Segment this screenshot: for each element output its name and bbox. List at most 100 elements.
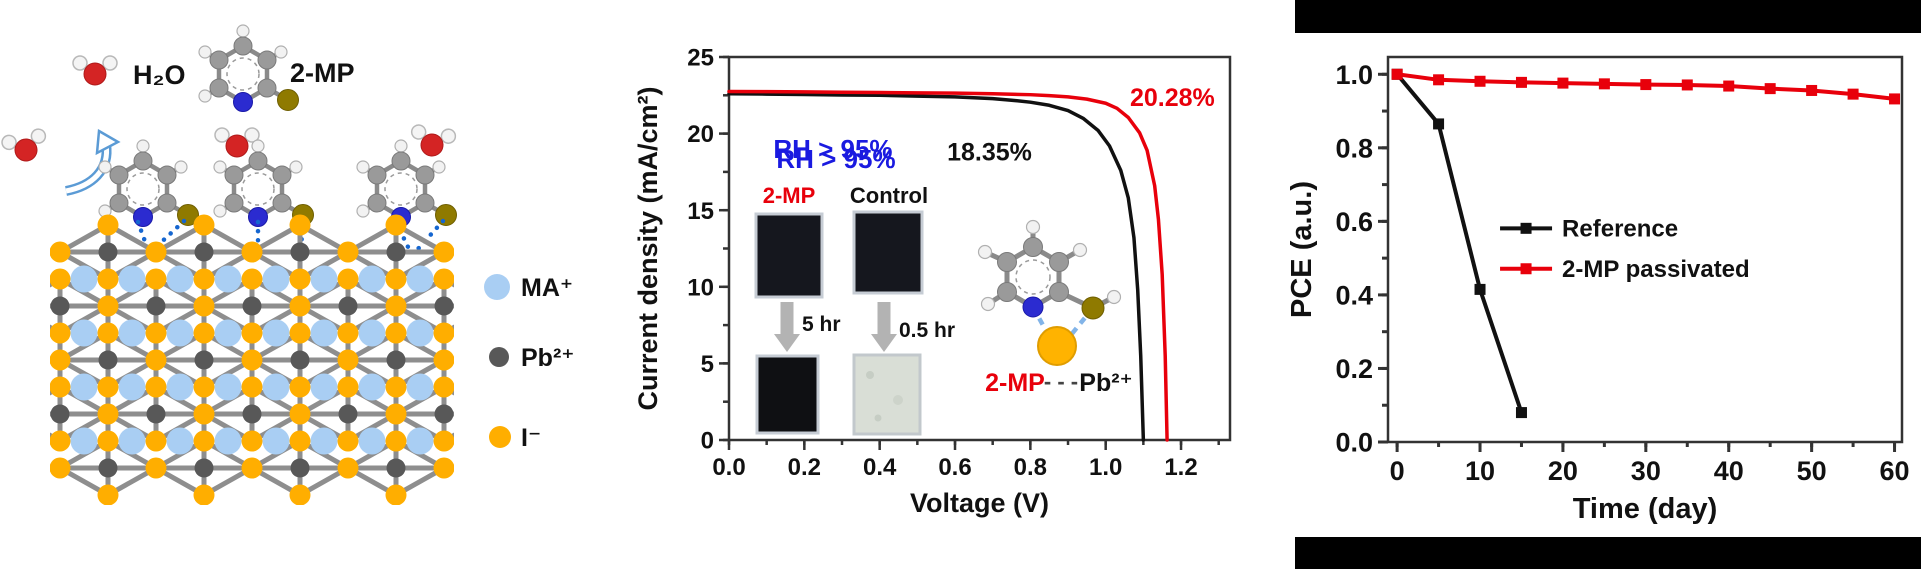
time-label-05hr: 0.5 hr <box>899 319 955 342</box>
series-line-Control <box>727 92 1146 442</box>
iodine-atom <box>2 404 23 425</box>
iodine-atom <box>193 214 215 236</box>
ma-cation <box>406 265 434 293</box>
data-point <box>1764 83 1776 95</box>
2mp-label: 2-MP <box>290 58 355 88</box>
iodine-atom <box>145 241 167 263</box>
legend-item-Reference: Reference <box>1500 215 1678 242</box>
down-arrow-icon <box>774 302 800 352</box>
stability-plot-area: 0 10 20 30 40 50 60 0.0 0.2 0.4 0.6 0.8 1.0 Time (day… <box>1286 55 1910 525</box>
lead-atom <box>338 404 358 424</box>
iodine-atom <box>289 268 311 290</box>
iodine-atom <box>241 376 263 398</box>
ma-cation <box>406 373 434 401</box>
y-axis-label: PCE (a.u.) <box>1286 181 1318 318</box>
iodine-atom <box>433 322 454 344</box>
legend-marker <box>1520 263 1532 275</box>
ma-cation <box>70 265 98 293</box>
iodine-atom <box>241 322 263 344</box>
humidity-inset: RH > 95% 2-MP Control 5 hr 0.5 hr <box>754 144 955 436</box>
ma-cation <box>310 373 338 401</box>
series-line-2-MP <box>727 89 1169 442</box>
ma-cation <box>118 427 146 455</box>
data-point <box>1515 76 1527 88</box>
ma-cation <box>70 319 98 347</box>
data-point <box>1806 84 1818 96</box>
water-molecule-icon <box>213 126 261 159</box>
legend-marker <box>1520 222 1532 234</box>
iodine-atom <box>193 403 215 425</box>
ma-cation <box>310 427 338 455</box>
data-point <box>1640 79 1652 91</box>
y-tick-label: 10 <box>687 274 714 301</box>
iodine-atom <box>289 430 311 452</box>
iodine-atom <box>97 214 119 236</box>
ma-cation <box>214 265 242 293</box>
x-tick-label: 60 <box>1880 456 1910 486</box>
iodine-atom <box>193 376 215 398</box>
iodine-atom <box>337 322 359 344</box>
data-point <box>1391 68 1403 80</box>
axis-ticks <box>719 55 1220 450</box>
mol-label-2mp: 2-MP <box>985 369 1045 397</box>
h2o-label: H₂O <box>133 60 186 90</box>
x-tick-label: 0.4 <box>863 454 897 481</box>
pb-legend-swatch <box>489 347 509 367</box>
iodine-atom <box>97 403 119 425</box>
pb-legend-label: Pb²⁺ <box>521 344 574 372</box>
iodine-atom <box>289 214 311 236</box>
iodine-atom <box>2 296 23 317</box>
lead-atom <box>386 458 406 478</box>
lead-atom <box>98 242 118 262</box>
iodine-atom <box>145 268 167 290</box>
lead-atom <box>98 350 118 370</box>
ma-cation <box>214 319 242 347</box>
y-tick-label: 0.8 <box>1335 134 1373 164</box>
ma-cation <box>70 427 98 455</box>
iodine-atom <box>241 268 263 290</box>
iodine-atom <box>50 349 71 371</box>
y-tick-label: 0.4 <box>1335 281 1373 311</box>
series-markers-2-MP passivated <box>1391 68 1901 105</box>
stability-chart: 0 10 20 30 40 50 60 0.0 0.2 0.4 0.6 0.8 1.0 Time (day… <box>1286 0 1921 569</box>
x-axis-label: Time (day) <box>1573 493 1718 525</box>
data-point <box>1433 74 1445 86</box>
x-tick-label: 0.8 <box>1014 454 1047 481</box>
ma-cation <box>406 427 434 455</box>
lead-atom <box>194 458 214 478</box>
lead-atom <box>434 404 454 424</box>
efficiency-label: 18.35% <box>947 138 1032 166</box>
ma-cation <box>166 427 194 455</box>
iodine-atom <box>50 430 71 452</box>
ma-cations <box>70 265 434 455</box>
repel-arrow-icon <box>64 128 121 196</box>
degradation-speck <box>866 371 874 379</box>
mol-label-pb: Pb²⁺ <box>1079 369 1132 397</box>
lead-atom <box>146 296 166 316</box>
x-tick-label: 0.2 <box>788 454 821 481</box>
jv-plot-area: 0.0 0.2 0.4 0.6 0.8 1.0 1.2 0 5 10 15 20 25 Voltage (… <box>633 45 1232 518</box>
down-arrow-icon <box>871 302 897 352</box>
data-point <box>1723 80 1735 92</box>
y-tick-label: 0.2 <box>1335 354 1373 384</box>
iodine-atom <box>97 268 119 290</box>
degradation-speck <box>874 414 882 422</box>
photo-control-fresh <box>852 210 924 295</box>
ma-cation <box>118 373 146 401</box>
x-tick-label: 1.2 <box>1164 454 1197 481</box>
annotation: RH > 95% <box>773 134 892 164</box>
iodine-atom <box>97 295 119 317</box>
ma-cation <box>358 427 386 455</box>
time-label-5hr: 5 hr <box>802 313 841 336</box>
x-tick-label: 0 <box>1390 456 1405 486</box>
iodine-atom <box>385 214 407 236</box>
lead-atom <box>386 350 406 370</box>
iodine-atom <box>145 322 167 344</box>
iodine-atom <box>337 457 359 479</box>
iodine-atom <box>289 376 311 398</box>
i-legend-swatch <box>489 426 511 448</box>
iodine-atom <box>241 457 263 479</box>
iodine-atom <box>145 376 167 398</box>
y-tick-label: 1.0 <box>1335 60 1373 90</box>
